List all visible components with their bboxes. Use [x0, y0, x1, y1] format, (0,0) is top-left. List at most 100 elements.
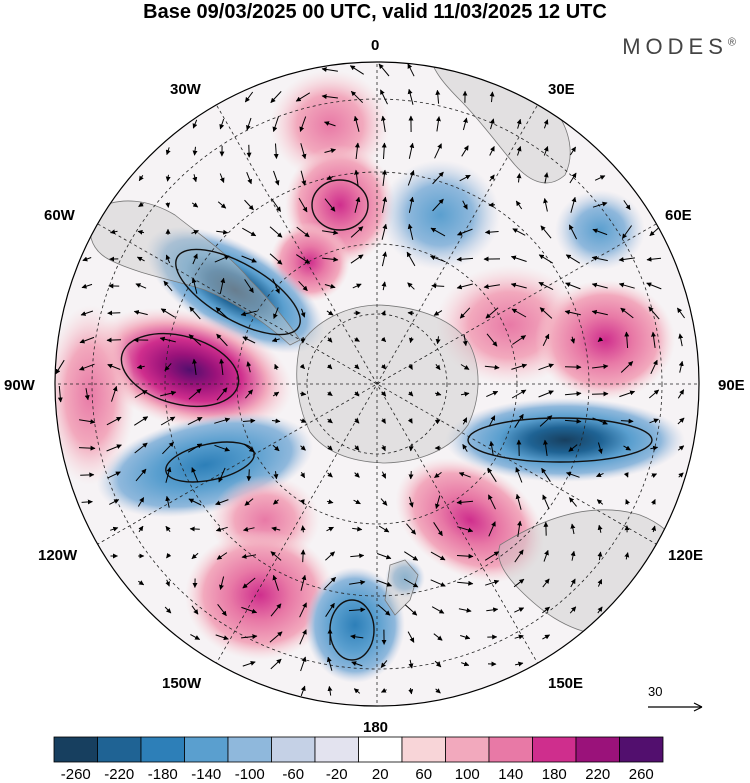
wind-arrow [484, 229, 499, 235]
wind-arrow [649, 227, 659, 237]
wind-arrow [165, 466, 172, 483]
wind-arrow [565, 254, 581, 264]
colorbar-swatch [314, 736, 359, 763]
wind-arrow [512, 228, 526, 236]
wind-arrow [271, 337, 280, 343]
wind-arrow [241, 634, 258, 640]
wind-arrow [486, 390, 499, 398]
wind-arrow [327, 472, 333, 478]
wind-arrow [272, 116, 279, 132]
wind-arrow [160, 416, 176, 426]
wind-arrow [381, 223, 388, 240]
wind-arrow [624, 552, 630, 560]
wind-arrow [192, 119, 198, 129]
wind-arrow [433, 522, 443, 537]
colorbar-swatch [358, 736, 403, 763]
wind-arrow [159, 336, 176, 343]
wind-arrow [353, 688, 361, 694]
wind-arrow [539, 415, 553, 427]
wind-arrow [80, 310, 94, 316]
wind-arrow [348, 607, 366, 613]
wind-arrow [511, 389, 527, 399]
wind-arrow [219, 277, 226, 294]
wind-arrow [217, 201, 227, 209]
wind-arrow [300, 170, 307, 186]
wind-arrow [565, 282, 581, 290]
wind-arrow [164, 363, 172, 371]
wind-arrow [322, 230, 339, 235]
wind-arrow [326, 175, 334, 180]
wind-arrow [378, 63, 390, 77]
wind-arrow [594, 175, 606, 181]
wind-arrow [403, 578, 419, 588]
colorbar-swatch [53, 736, 98, 763]
wind-arrow [486, 333, 498, 347]
wind-arrow [540, 225, 552, 239]
wind-arrow [435, 336, 441, 345]
wind-arrow [408, 445, 414, 452]
wind-arrow [489, 118, 495, 130]
wind-arrow [300, 143, 307, 160]
colorbar-swatch [532, 736, 577, 763]
wind-arrow [569, 497, 577, 507]
wind-arrow [272, 391, 280, 397]
wind-arrow [382, 196, 388, 213]
wind-arrow [326, 526, 334, 532]
wind-arrow [84, 388, 90, 401]
wind-arrow [488, 521, 496, 537]
wind-arrow [620, 418, 634, 424]
wind-arrow [542, 333, 550, 347]
wind-arrow [408, 142, 415, 159]
wind-arrow [513, 578, 525, 588]
colorbar-swatch [271, 736, 316, 763]
wind-arrow [326, 499, 334, 505]
wind-arrow [432, 171, 444, 185]
wind-arrow [456, 553, 474, 559]
wind-arrow [597, 551, 603, 561]
label-lon-30e: 30E [548, 81, 575, 98]
wind-arrow [246, 469, 252, 482]
colorbar [53, 736, 664, 763]
wind-arrow [570, 523, 576, 535]
wind-arrow [564, 391, 582, 397]
wind-arrow [299, 116, 307, 132]
wind-arrow [240, 310, 257, 317]
wind-arrow [242, 660, 256, 667]
wind-arrow [407, 282, 415, 290]
colorbar-label: 220 [585, 766, 611, 783]
wind-arrow [380, 364, 387, 370]
wind-arrow [515, 493, 522, 510]
wind-arrow [242, 227, 257, 237]
wind-arrow [461, 661, 470, 667]
wind-arrow [677, 389, 685, 399]
wind-arrow [106, 416, 122, 426]
wind-arrow [538, 281, 554, 291]
colorbar-label: -260 [60, 766, 91, 783]
wind-arrow [321, 94, 338, 100]
wind-arrow [165, 147, 171, 156]
wind-arrow [300, 445, 306, 451]
wind-arrow [516, 146, 522, 156]
wind-arrow [241, 255, 257, 263]
label-lon-0: 0 [371, 37, 380, 54]
wind-arrow [135, 283, 147, 289]
wind-arrow [646, 282, 662, 290]
wind-arrow [136, 256, 145, 262]
wind-arrow [380, 336, 387, 343]
wind-arrow [78, 445, 96, 451]
coastlines [89, 62, 693, 637]
wind-arrow [79, 419, 96, 425]
wind-arrow [516, 173, 522, 183]
wind-arrow [651, 473, 658, 478]
wind-arrow [296, 226, 310, 238]
wind-reference-arrow [648, 702, 703, 712]
wind-arrow [514, 661, 524, 667]
wind-arrow [462, 443, 468, 452]
wind-arrow [241, 553, 257, 559]
wind-arrow [354, 169, 359, 186]
wind-arrow [106, 444, 122, 452]
wind-arrow [620, 307, 634, 319]
wind-arrow [380, 660, 388, 668]
wind-arrow [137, 229, 145, 235]
colorbar-label: -220 [104, 766, 135, 783]
